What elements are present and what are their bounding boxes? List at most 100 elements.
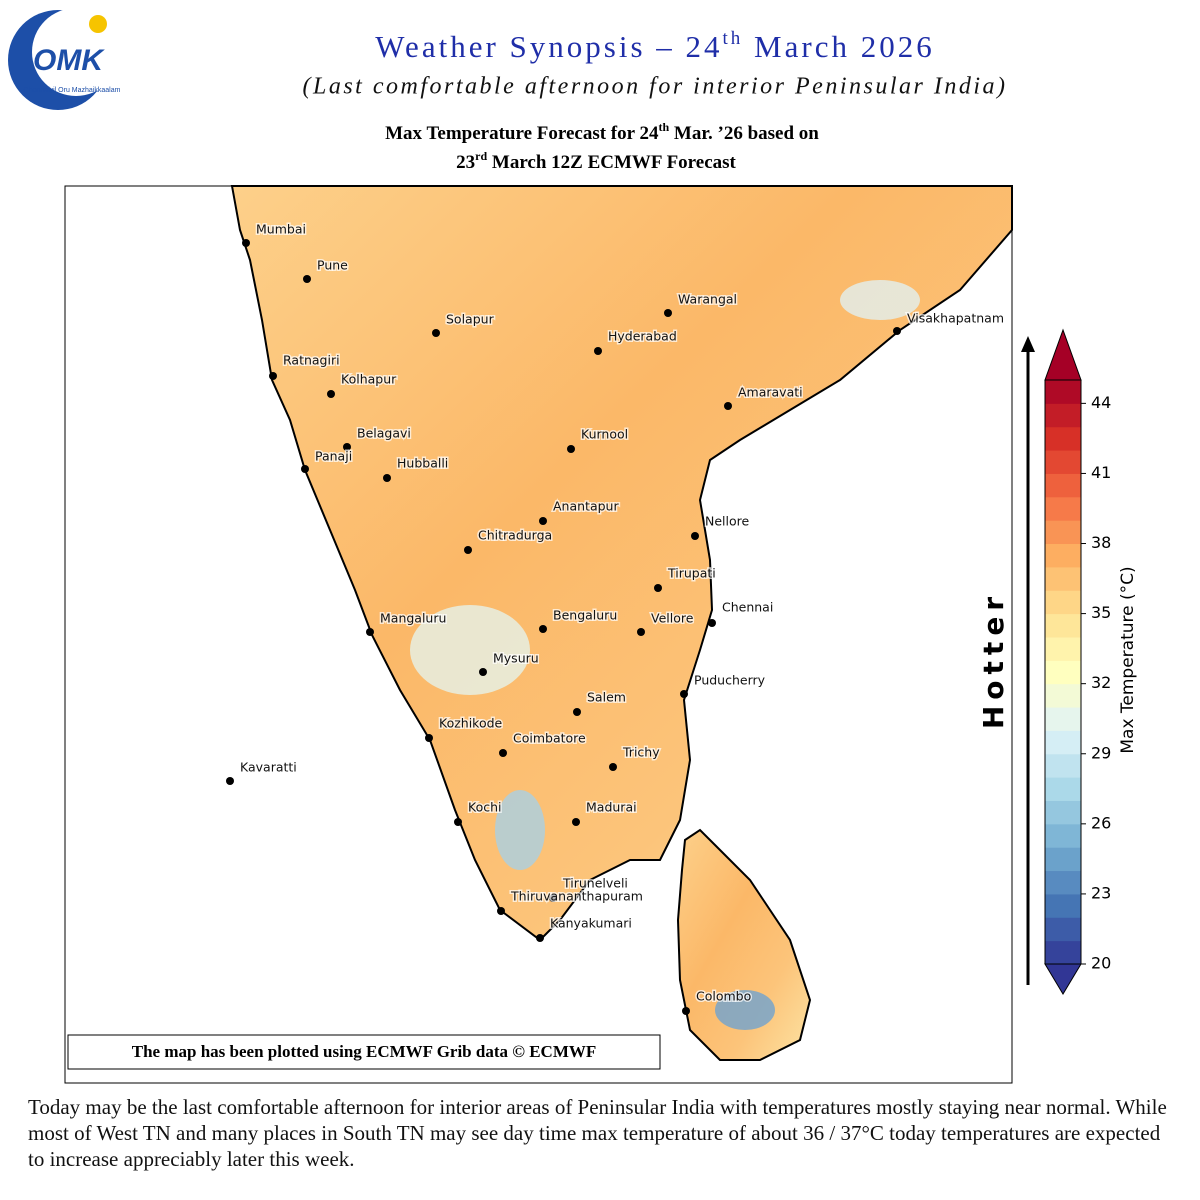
map-title: 23rd March 12Z ECMWF Forecast bbox=[456, 149, 736, 174]
map-frame bbox=[64, 185, 1013, 1084]
city-label: Chitradurga bbox=[478, 528, 552, 543]
city-label: Tirunelveli bbox=[562, 876, 628, 891]
city-label: Tirupati bbox=[667, 566, 716, 581]
figure: OMK Chennaiyil Oru Mazhaikkaalam Weather… bbox=[8, 8, 1138, 1084]
colorbar-segment bbox=[1045, 380, 1081, 404]
city-dot bbox=[366, 628, 374, 636]
logo-text: Chennaiyil Oru Mazhaikkaalam bbox=[24, 87, 121, 94]
land bbox=[230, 185, 1013, 942]
colorbar-segment bbox=[1045, 660, 1081, 685]
colorbar-label: Max Temperature (°C) bbox=[1118, 566, 1138, 753]
city-label: Madurai bbox=[586, 800, 637, 815]
city-dot bbox=[301, 465, 309, 473]
subtitle: (Last comfortable afternoon for interior… bbox=[303, 74, 1008, 100]
city-label: Hubballi bbox=[397, 456, 448, 471]
colorbar: Hotter Max Temperature (°C) 20 23 26 29 32 35… bbox=[977, 328, 1138, 995]
colorbar-segment bbox=[1045, 940, 1081, 965]
city-label: Mumbai bbox=[256, 222, 306, 237]
city-dot bbox=[303, 275, 311, 283]
city-dot bbox=[242, 239, 250, 247]
city-label: Nellore bbox=[705, 514, 749, 529]
title: Weather Synopsis – 24th March 2026 bbox=[375, 28, 934, 64]
colorbar-tick-label: 41 bbox=[1091, 463, 1111, 482]
arrow-label: Hotter bbox=[977, 591, 1010, 729]
city-dot bbox=[432, 329, 440, 337]
arrow-head bbox=[1021, 336, 1035, 352]
cities: Mumbai Pune Solapur Warangal Hyderabad Visakh… bbox=[226, 220, 1006, 1015]
city-label: Kanyakumari bbox=[550, 916, 632, 931]
city-dot bbox=[383, 474, 391, 482]
city-dot bbox=[654, 584, 662, 592]
city-dot bbox=[539, 517, 547, 525]
colorbar-segment bbox=[1045, 823, 1081, 848]
city-label: Anantapur bbox=[553, 499, 619, 514]
city-dot bbox=[454, 818, 462, 826]
colorbar-tick-label: 38 bbox=[1091, 533, 1111, 552]
city-label: Kavaratti bbox=[240, 760, 297, 775]
city-dot bbox=[269, 372, 277, 380]
city-dot bbox=[572, 818, 580, 826]
city-label: Belagavi bbox=[357, 426, 411, 441]
colorbar-segment bbox=[1045, 566, 1081, 591]
city-label: Trichy bbox=[622, 745, 660, 760]
city-label: Solapur bbox=[446, 312, 495, 327]
city-dot bbox=[539, 625, 547, 633]
colorbar-segment bbox=[1045, 403, 1081, 428]
city-label: Kozhikode bbox=[439, 716, 503, 731]
colorbar-segment bbox=[1045, 730, 1081, 755]
city-dot bbox=[479, 668, 487, 676]
map-title: Max Temperature Forecast for 24th Mar. ’… bbox=[385, 120, 819, 145]
city-dot bbox=[226, 777, 234, 785]
land bbox=[676, 828, 812, 1061]
colorbar-frame bbox=[1044, 379, 1082, 965]
city-label: Bengaluru bbox=[553, 608, 617, 623]
colorbar-segment bbox=[1045, 590, 1081, 615]
colorbar-segment bbox=[1045, 543, 1081, 568]
colorbar-extend bbox=[1044, 963, 1082, 995]
colorbar-segment bbox=[1045, 613, 1081, 638]
colorbar-tick-label: 20 bbox=[1091, 954, 1111, 973]
city-dot bbox=[682, 1007, 690, 1015]
city-dot bbox=[664, 309, 672, 317]
city-label: Visakhapatnam bbox=[907, 311, 1004, 326]
city-dot bbox=[343, 443, 351, 451]
colorbar-segment bbox=[1045, 753, 1081, 778]
city-dot bbox=[549, 894, 557, 902]
city-dot bbox=[425, 734, 433, 742]
city-label: Puducherry bbox=[694, 673, 766, 688]
colorbar-segment bbox=[1045, 777, 1081, 801]
logo-mark: OMK bbox=[33, 44, 105, 77]
cool-patch bbox=[495, 790, 545, 870]
city-label: Coimbatore bbox=[513, 731, 586, 746]
colorbar-segment bbox=[1045, 450, 1081, 474]
city-dot bbox=[499, 749, 507, 757]
colorbar-tick-label: 32 bbox=[1091, 673, 1111, 692]
city-label: Vellore bbox=[651, 611, 694, 626]
colorbar-segment bbox=[1045, 870, 1081, 895]
footer-text: Today may be the last comfortable aftern… bbox=[28, 1095, 1167, 1171]
city-dot bbox=[724, 402, 732, 410]
city-dot bbox=[609, 763, 617, 771]
city-label: Pune bbox=[317, 258, 348, 273]
city-dot bbox=[536, 934, 544, 942]
cool-patch bbox=[840, 280, 920, 320]
colorbar-segment bbox=[1045, 917, 1081, 942]
colorbar-segment bbox=[1045, 893, 1081, 918]
colorbar-segment bbox=[1045, 800, 1081, 825]
city-dot bbox=[464, 546, 472, 554]
logo: OMK Chennaiyil Oru Mazhaikkaalam bbox=[8, 8, 121, 110]
colorbar-segment bbox=[1045, 473, 1081, 498]
city-label: Mangaluru bbox=[380, 611, 446, 626]
city-label: Chennai bbox=[722, 600, 773, 615]
city-dot bbox=[573, 708, 581, 716]
city-label: Hyderabad bbox=[608, 329, 677, 344]
map: Mumbai Pune Solapur Warangal Hyderabad Visakh… bbox=[64, 185, 1013, 1084]
city-dot bbox=[594, 347, 602, 355]
city-label: Warangal bbox=[678, 292, 737, 307]
colorbar-segment bbox=[1045, 636, 1081, 661]
colorbar-segment bbox=[1045, 520, 1081, 545]
colorbar-segment bbox=[1045, 847, 1081, 872]
city-dot bbox=[708, 619, 716, 627]
city-label: Colombo bbox=[696, 989, 751, 1004]
